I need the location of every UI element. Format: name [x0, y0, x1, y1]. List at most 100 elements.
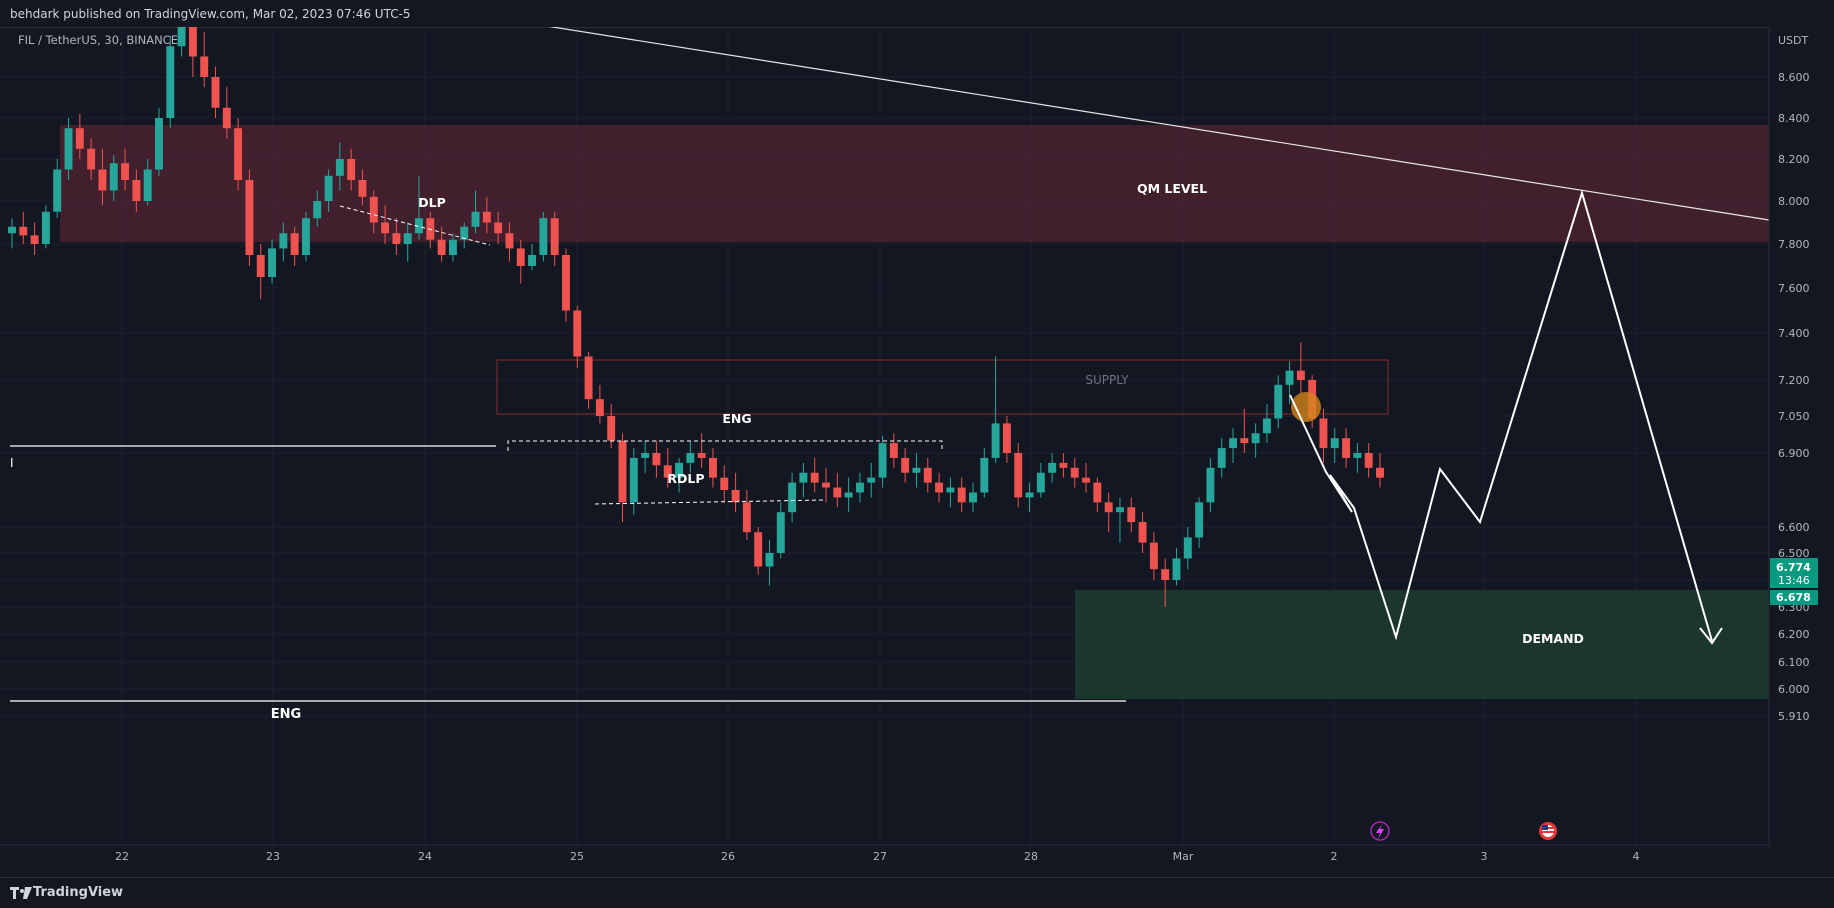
- candle-body: [177, 27, 186, 47]
- candle: [347, 148, 356, 191]
- candle-body: [855, 482, 864, 493]
- candle-body: [64, 128, 73, 170]
- candle-body: [1093, 482, 1102, 503]
- candlestick-series: [8, 27, 1384, 607]
- candle: [245, 169, 254, 266]
- price-axis[interactable]: 8.600 8.400 8.200 8.000 7.800 7.600 7.400 7.200…: [1778, 71, 1810, 723]
- candle: [1002, 416, 1011, 463]
- time-tick-label: 2: [1331, 850, 1338, 863]
- candle: [324, 169, 333, 212]
- candle-body: [833, 487, 842, 498]
- footer-bar: TradingView: [0, 877, 1834, 908]
- supply-zone: [496, 359, 1389, 415]
- candle: [1296, 342, 1305, 395]
- candle: [1183, 527, 1192, 570]
- footer-brand: TradingView: [33, 885, 124, 900]
- annotation-eng-lower: ENG: [271, 707, 301, 722]
- candle-body: [573, 310, 582, 357]
- candle-body: [279, 233, 288, 249]
- candle: [822, 467, 830, 503]
- candle: [30, 222, 39, 255]
- candle: [87, 138, 96, 180]
- lightning-icon[interactable]: [1370, 821, 1390, 841]
- candle: [19, 211, 28, 244]
- candle: [641, 440, 650, 473]
- candle: [279, 222, 288, 262]
- candle: [358, 169, 367, 206]
- candle: [889, 433, 898, 468]
- candle-body: [1376, 467, 1384, 478]
- candle-body: [731, 490, 740, 503]
- candle: [1036, 462, 1045, 498]
- candle-body: [98, 169, 107, 191]
- projected-path: [1289, 189, 1713, 642]
- candle: [460, 222, 469, 249]
- publish-header: behdark published on TradingView.com, Ma…: [0, 0, 1834, 28]
- candle-body: [301, 218, 310, 255]
- candle-body: [1206, 467, 1215, 503]
- candle: [1251, 423, 1260, 458]
- candle-body: [1364, 453, 1373, 468]
- candle: [1116, 497, 1124, 543]
- candle-body: [1172, 558, 1181, 580]
- candle: [709, 448, 717, 488]
- candle-body: [75, 128, 84, 149]
- candle-body: [765, 553, 774, 567]
- candle-body: [663, 465, 672, 478]
- candle: [550, 211, 559, 266]
- candle: [448, 233, 457, 262]
- candle: [935, 472, 944, 503]
- candle: [799, 462, 808, 498]
- candle: [675, 457, 683, 493]
- trendline: [548, 27, 1770, 221]
- candle: [301, 211, 310, 262]
- eng-dashed-line: [507, 440, 943, 451]
- candle-body: [19, 226, 28, 236]
- candle: [8, 218, 16, 249]
- candle-body: [810, 472, 819, 483]
- candle-body: [584, 356, 593, 400]
- candle-body: [901, 457, 910, 473]
- candle-body: [381, 222, 390, 234]
- candle: [1172, 547, 1181, 586]
- candle: [810, 457, 819, 493]
- candle: [211, 66, 220, 118]
- candle-body: [347, 159, 356, 180]
- candle-body: [878, 443, 887, 478]
- candle: [1319, 408, 1328, 463]
- candle: [980, 448, 989, 498]
- candle-body: [245, 180, 254, 255]
- candle: [415, 175, 423, 240]
- candle-body: [403, 233, 412, 244]
- candle-body: [957, 487, 966, 503]
- candle-body: [1229, 438, 1237, 449]
- candle: [1127, 497, 1136, 533]
- candle: [1342, 428, 1351, 468]
- candle: [1025, 482, 1034, 513]
- candle-body: [211, 77, 220, 108]
- candle-body: [528, 255, 537, 266]
- candle: [720, 465, 729, 503]
- candle: [1014, 443, 1023, 508]
- candle: [1364, 443, 1373, 478]
- candle: [166, 36, 175, 129]
- candle: [629, 448, 638, 515]
- price-tick-label: 8.600: [1778, 71, 1810, 84]
- candle: [1353, 443, 1362, 473]
- price-chart[interactable]: FIL / TetherUS, 30, BINANCE DLP ENG RDLP…: [0, 27, 1834, 877]
- candle: [1048, 453, 1057, 483]
- candle: [121, 148, 130, 191]
- time-axis[interactable]: 22 23 24 25 26 27 28 Mar 2 3 4: [115, 850, 1640, 863]
- candle: [618, 433, 627, 523]
- tradingview-logo-icon[interactable]: [10, 886, 32, 900]
- time-tick-label: Mar: [1173, 850, 1194, 863]
- us-flag-icon[interactable]: [1539, 822, 1557, 840]
- candle: [697, 433, 706, 468]
- time-tick-label: 26: [721, 850, 735, 863]
- candle-body: [1262, 418, 1271, 434]
- price-axis-background: [1769, 27, 1834, 847]
- candle-body: [358, 180, 367, 197]
- candle-body: [697, 453, 706, 458]
- candle: [1206, 457, 1215, 513]
- candle-body: [1059, 462, 1068, 468]
